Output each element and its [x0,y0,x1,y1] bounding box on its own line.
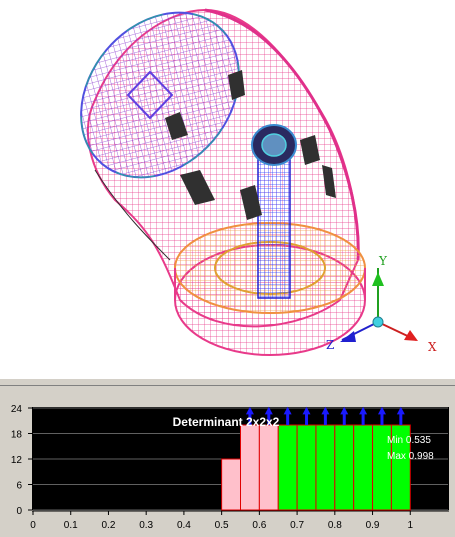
histogram-bar [277,424,298,511]
overflow-marker-arrow [245,406,254,415]
x-tick-label: 0.5 [215,520,229,531]
x-tick-label: 1 [407,520,413,531]
histogram-bar [353,424,374,511]
x-tick-label: 0.2 [102,520,116,531]
overflow-marker-arrow [283,406,292,415]
y-tick-label: 6 [16,481,22,492]
internal-features [165,70,336,220]
overflow-marker-arrow [302,406,311,415]
y-tick-label: 18 [11,430,23,441]
x-tick-label: 0.9 [366,520,380,531]
overflow-markers [245,406,405,425]
mesh-render [80,8,418,356]
overflow-marker-arrow [264,406,273,415]
x-tick-label: 0.7 [290,520,304,531]
x-tick-label: 0.6 [252,520,266,531]
overflow-marker-arrow [359,406,368,415]
histogram-bar [334,424,355,511]
histogram-title: Determinant 2x2x2 [173,415,280,429]
histogram-bar [296,424,317,511]
x-tick-label: 0.3 [139,520,153,531]
inner-tube-mesh [251,124,297,299]
axis-triad [340,268,418,342]
histogram-bar [315,424,336,511]
min-value-label: Min 0.535 [387,435,431,446]
x-tick-label: 0.8 [328,520,342,531]
x-axis-ticks: 0 0.1 0.2 0.3 0.4 0.5 0.6 0.7 0.8 0.9 1 [30,510,449,531]
pipe-flange-mesh [80,11,240,179]
overflow-marker-arrow [321,406,330,415]
panel-splitter[interactable] [0,378,455,386]
y-axis-ticks: 0 6 12 18 24 [11,404,32,517]
histogram-bars [221,424,411,511]
histogram-bar [258,424,279,511]
overflow-marker-arrow [377,406,386,415]
x-axis-label: X [428,340,437,354]
mesh-viewport[interactable]: Y X Z [0,0,455,378]
y-tick-label: 12 [11,455,23,466]
x-tick-label: 0.1 [64,520,78,531]
y-axis-label: Y [379,254,387,268]
z-axis-label: Z [326,338,335,352]
overflow-marker-arrow [396,406,405,415]
histogram-bar [240,424,260,511]
histogram-panel: 0 6 12 18 24 0 0.1 0.2 0.3 0.4 0.5 0.6 0.7 0.8 0.9 1 D… [0,386,455,537]
x-tick-label: 0 [30,520,36,531]
max-value-label: Max 0.998 [387,451,434,462]
overflow-marker-arrow [340,406,349,415]
y-tick-label: 24 [11,404,23,415]
y-tick-label: 0 [16,506,22,517]
histogram-chart: 0 6 12 18 24 0 0.1 0.2 0.3 0.4 0.5 0.6 0.7 0.8 0.9 1 D… [11,404,449,531]
histogram-bar [221,458,242,511]
x-tick-label: 0.4 [177,520,191,531]
